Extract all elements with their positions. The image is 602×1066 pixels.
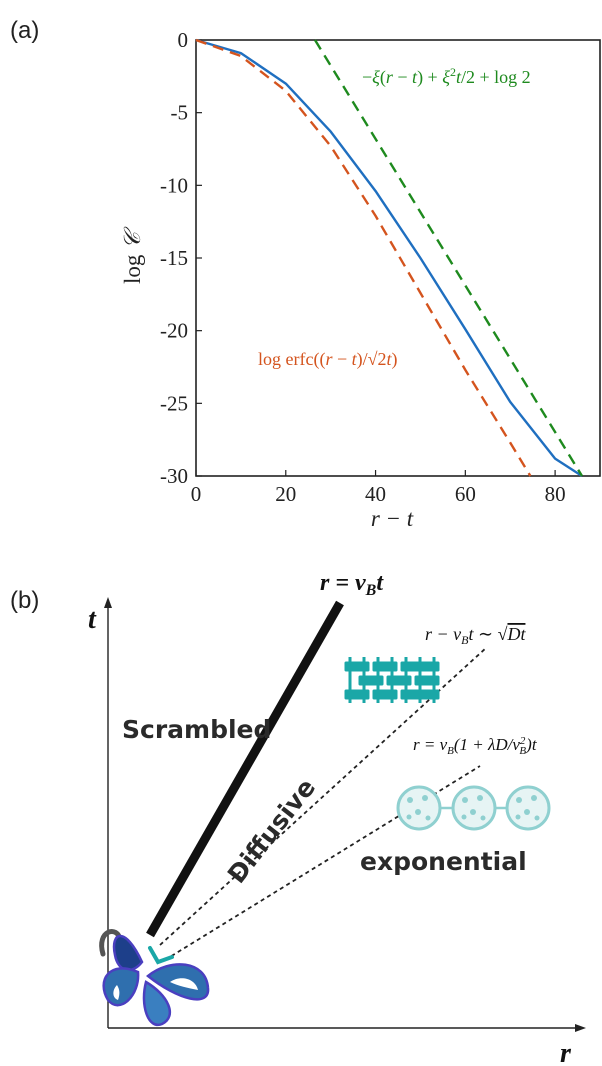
t-axis-arrowhead [104,597,112,608]
erfc-annotation: log erfc((r − t)/√2t) [258,349,398,370]
exact-curve [195,38,583,478]
t-axis-label: t [88,604,97,635]
y-tick-label: 0 [178,28,189,52]
lightcone-line [146,600,344,938]
x-axis-ticks: 0 20 40 60 80 [191,470,566,506]
y-tick-label: -5 [171,101,189,125]
x-tick-label: 0 [191,482,202,506]
phase-diagram-b: t r r = vBt r − vBt ∼ √Dt r = vB(1 + λD/… [88,570,586,1066]
y-tick-label: -10 [160,173,188,197]
x-tick-label: 20 [275,482,296,506]
y-tick-label: -20 [160,319,188,343]
panel-b-label: (b) [10,587,39,614]
x-tick-label: 60 [455,482,476,506]
butterfly-icon [99,929,210,1027]
chart-a-series [195,38,584,478]
brickwork-circuit-icon [344,657,440,703]
region-scrambled-label: Scrambled [122,715,271,744]
y-tick-label: -15 [160,246,188,270]
panel-a-label: (a) [10,17,39,44]
coupled-clusters-icon [396,785,551,831]
region-exponential-label: exponential [360,847,527,876]
x-tick-label: 40 [365,482,386,506]
y-tick-label: -30 [160,464,188,488]
x-tick-label: 80 [545,482,566,506]
chart-a: 0 20 40 60 80 0 -5 -10 -15 -20 -25 -30 r − t log 𝒞… [120,28,601,531]
r-axis-label: r [560,1038,572,1066]
erfc-approx-curve [195,38,532,477]
chart-a-plot-frame [195,39,601,477]
exponential-line-label: r = vB(1 + λD/v2 B)t [413,735,538,757]
asymptote-line [313,39,584,477]
asymptote-annotation: −ξ(r − t) + ξ2t/2 + log 2 [362,65,531,88]
y-tick-label: -25 [160,391,188,415]
y-axis-label: log 𝒞 [120,226,145,284]
lightcone-label: r = vBt [320,570,384,599]
x-axis-label: r − t [371,506,414,531]
r-axis-arrowhead [575,1024,586,1032]
diffusive-line-label: r − vBt ∼ √Dt [425,624,526,647]
